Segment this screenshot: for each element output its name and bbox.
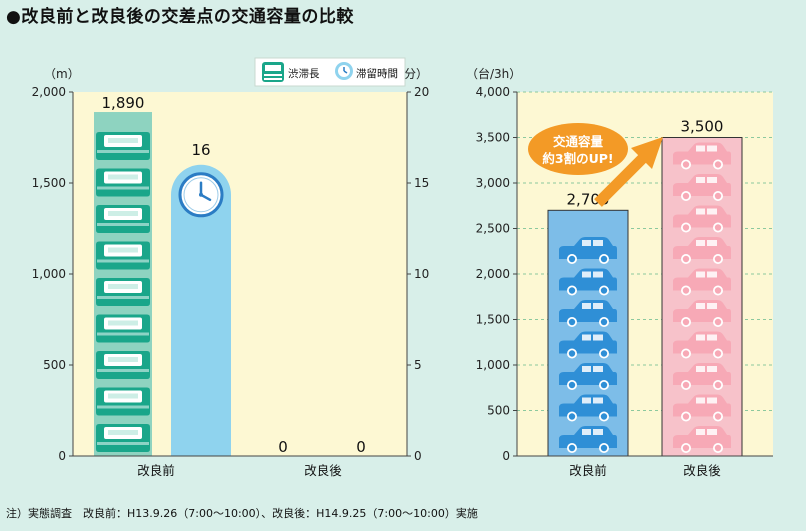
callout-text: 交通容量	[553, 134, 604, 149]
data-label: 0	[356, 438, 366, 456]
tick-label: 0	[502, 449, 510, 463]
tick-label: 2,500	[476, 222, 510, 236]
car-queue-icon	[96, 168, 150, 197]
tick-label-left: 0	[58, 449, 66, 463]
tick-label: 1,000	[476, 358, 510, 372]
car-queue-icon	[96, 132, 150, 160]
legend-label: 滞留時間	[356, 67, 398, 80]
car-queue-icon	[96, 351, 150, 379]
tick-label-left: 1,500	[32, 176, 66, 190]
car-queue-icon	[96, 205, 150, 233]
category-label: 改良前	[137, 463, 175, 478]
tick-label-right: 0	[414, 449, 422, 463]
car-queue-icon	[96, 314, 150, 343]
tick-label: 3,000	[476, 176, 510, 190]
tick-label-left: 1,000	[32, 267, 66, 281]
car-queue-icon	[96, 241, 150, 270]
queue-time-chart: 1,890 16 0 0 0 500 1,000 1,500 2,000 0 5 10 15 20 （m）…	[32, 57, 429, 478]
tick-label: 4,000	[476, 85, 510, 99]
legend: 渋滞長 滞留時間	[254, 57, 406, 87]
category-label: 改良後	[683, 463, 721, 478]
tick-label-right: 5	[414, 358, 422, 372]
car-queue-icon	[96, 387, 150, 416]
legend-label: 渋滞長	[288, 67, 320, 80]
tick-label: 1,500	[476, 313, 510, 327]
car-queue-icon	[96, 424, 150, 452]
tick-label-right: 10	[414, 267, 429, 281]
increase-arrow	[594, 137, 663, 207]
y-unit-left: （m）	[44, 67, 80, 81]
data-label: 16	[191, 141, 210, 159]
data-label: 3,500	[681, 118, 724, 136]
tick-label-right: 20	[414, 85, 429, 99]
tick-label-left: 2,000	[32, 85, 66, 99]
tick-label-right: 15	[414, 176, 429, 190]
tick-label: 3,500	[476, 131, 510, 145]
clock-icon	[178, 172, 224, 218]
category-label: 改良後	[304, 463, 342, 478]
clock-icon	[335, 62, 353, 80]
callout-text: 約3割のUP!	[542, 151, 613, 166]
car-queue-icon	[262, 62, 284, 82]
car-queue-icon	[96, 278, 150, 306]
callout-bubble	[528, 123, 628, 175]
footnote: 注）実態調査 改良前：H13.9.26（7:00〜10:00）、改良後：H14.…	[6, 507, 478, 520]
y-unit: （台/3h）	[466, 66, 521, 81]
tick-label-left: 500	[43, 358, 66, 372]
tick-label: 2,000	[476, 267, 510, 281]
data-label: 0	[278, 438, 288, 456]
category-label: 改良前	[569, 463, 607, 478]
page-title: ●改良前と改良後の交差点の交通容量の比較	[6, 7, 354, 27]
tick-label: 500	[487, 404, 510, 418]
stay-time-bar	[171, 164, 232, 456]
data-label: 1,890	[102, 94, 145, 112]
